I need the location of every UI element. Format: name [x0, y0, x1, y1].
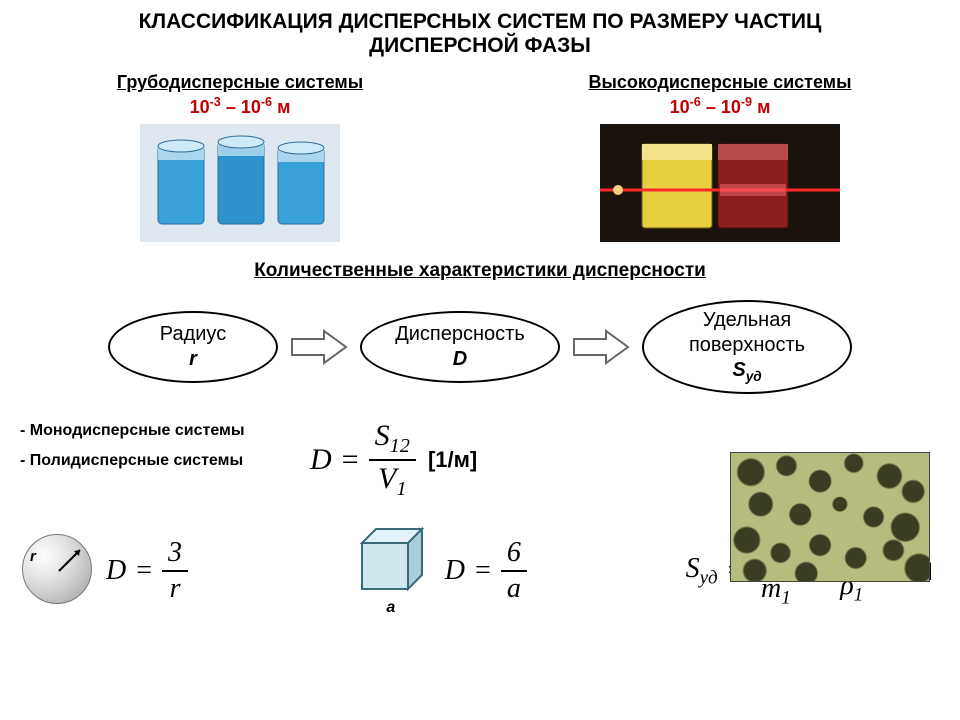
arrow-icon — [570, 329, 632, 365]
cube-formula-group: a D= 6 a — [347, 523, 527, 619]
fine-heading: Высокодисперсные системы — [509, 72, 931, 93]
a-label: a — [386, 599, 395, 617]
oval-radius-symbol: r — [189, 347, 197, 372]
coarse-image — [29, 124, 451, 242]
formula-cube: D= 6 a — [445, 538, 527, 603]
oval-radius-label: Радиус — [160, 322, 226, 347]
bullets: - Монодисперсные системы - Полидисперсны… — [20, 416, 300, 477]
fine-system-col: Высокодисперсные системы 10-6 – 10-9 м — [509, 72, 931, 242]
oval-dispersity-label: Дисперсность — [395, 322, 525, 347]
coarse-system-col: Грубодисперсные системы 10-3 – 10-6 м — [29, 72, 451, 242]
sphere-formula-group: r D= 3 r — [22, 534, 188, 608]
cube-icon: a — [347, 523, 435, 619]
oval-ss-line1: Удельная — [703, 308, 791, 333]
fine-image — [509, 124, 931, 242]
oval-specific-surface: Удельная поверхность Sуд — [642, 300, 852, 394]
sphere-icon: r — [22, 534, 96, 608]
systems-row: Грубодисперсные системы 10-3 – 10-6 м — [0, 72, 960, 242]
fine-range: 10-6 – 10-9 м — [509, 95, 931, 118]
ovals-row: Радиус r Дисперсность D Удельная поверхн… — [0, 300, 960, 394]
coarse-range: 10-3 – 10-6 м — [29, 95, 451, 118]
bullet-mono: - Монодисперсные системы — [20, 416, 300, 446]
quantitative-heading: Количественные характеристики дисперснос… — [0, 260, 960, 282]
page-title: КЛАССИФИКАЦИЯ ДИСПЕРСНЫХ СИСТЕМ ПО РАЗМЕ… — [0, 0, 960, 58]
title-line2: ДИСПЕРСНОЙ ФАЗЫ — [0, 34, 960, 58]
porous-texture-image — [730, 452, 930, 582]
formula-sphere: D= 3 r — [106, 538, 188, 603]
title-line1: КЛАССИФИКАЦИЯ ДИСПЕРСНЫХ СИСТЕМ ПО РАЗМЕ… — [0, 10, 960, 34]
oval-ss-symbol: Sуд — [732, 358, 761, 386]
oval-dispersity-symbol: D — [453, 347, 467, 372]
formula-dispersity: D = S12 V1 [1/м] — [310, 420, 477, 501]
bullet-poly: - Полидисперсные системы — [20, 446, 300, 476]
oval-radius: Радиус r — [108, 311, 278, 383]
oval-ss-line2: поверхность — [689, 333, 805, 358]
r-label: r — [30, 548, 36, 565]
arrow-icon — [288, 329, 350, 365]
formula-D-unit: [1/м] — [428, 447, 477, 473]
oval-dispersity: Дисперсность D — [360, 311, 560, 383]
formula-D-num: S12 — [369, 420, 416, 457]
coarse-heading: Грубодисперсные системы — [29, 72, 451, 93]
formula-D-lhs: D — [310, 443, 332, 477]
formula-D-den: V1 — [372, 463, 413, 500]
